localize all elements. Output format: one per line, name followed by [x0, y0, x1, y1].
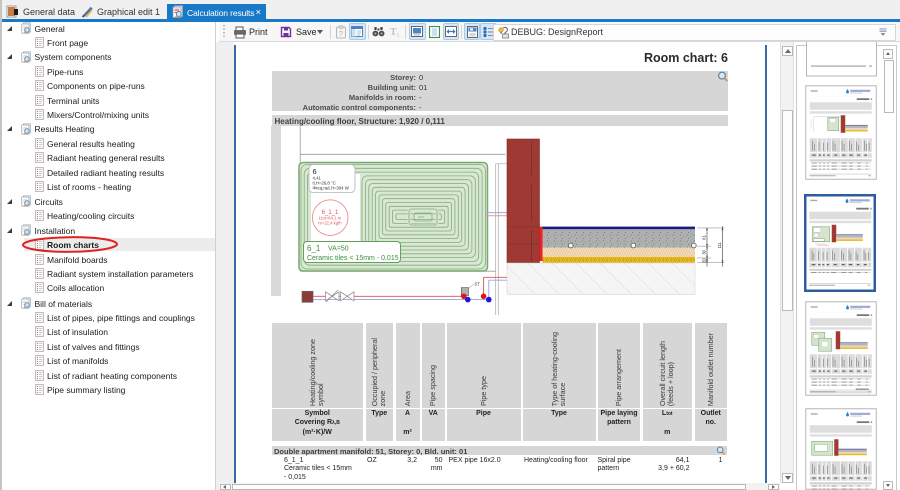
svg-text:m=22,4 kg/h: m=22,4 kg/h — [318, 220, 342, 225]
svg-text:Φreq,rad,H=304 W: Φreq,rad,H=304 W — [313, 186, 350, 191]
svg-text:VA=50: VA=50 — [328, 246, 349, 253]
svg-text:T: T — [390, 27, 397, 38]
svg-text:61: 61 — [702, 235, 707, 240]
svg-text:4,41: 4,41 — [313, 176, 322, 181]
svg-text:Ceramic tiles < 15mm - 0,015: Ceramic tiles < 15mm - 0,015 — [307, 255, 399, 262]
svg-text:Ltot=64,1 m: Ltot=64,1 m — [319, 215, 342, 220]
svg-text:ST: ST — [475, 282, 481, 287]
svg-text:20: 20 — [702, 258, 707, 263]
svg-text:6_1: 6_1 — [307, 244, 321, 253]
svg-text:I: I — [397, 33, 399, 38]
svg-text:6_1_1: 6_1_1 — [322, 210, 339, 216]
svg-text:30: 30 — [702, 249, 707, 254]
svg-text:111: 111 — [717, 241, 722, 248]
svg-text:ti,H=26,8 °C: ti,H=26,8 °C — [313, 181, 336, 186]
svg-text:6: 6 — [313, 167, 317, 176]
svg-text:?: ? — [339, 31, 343, 38]
